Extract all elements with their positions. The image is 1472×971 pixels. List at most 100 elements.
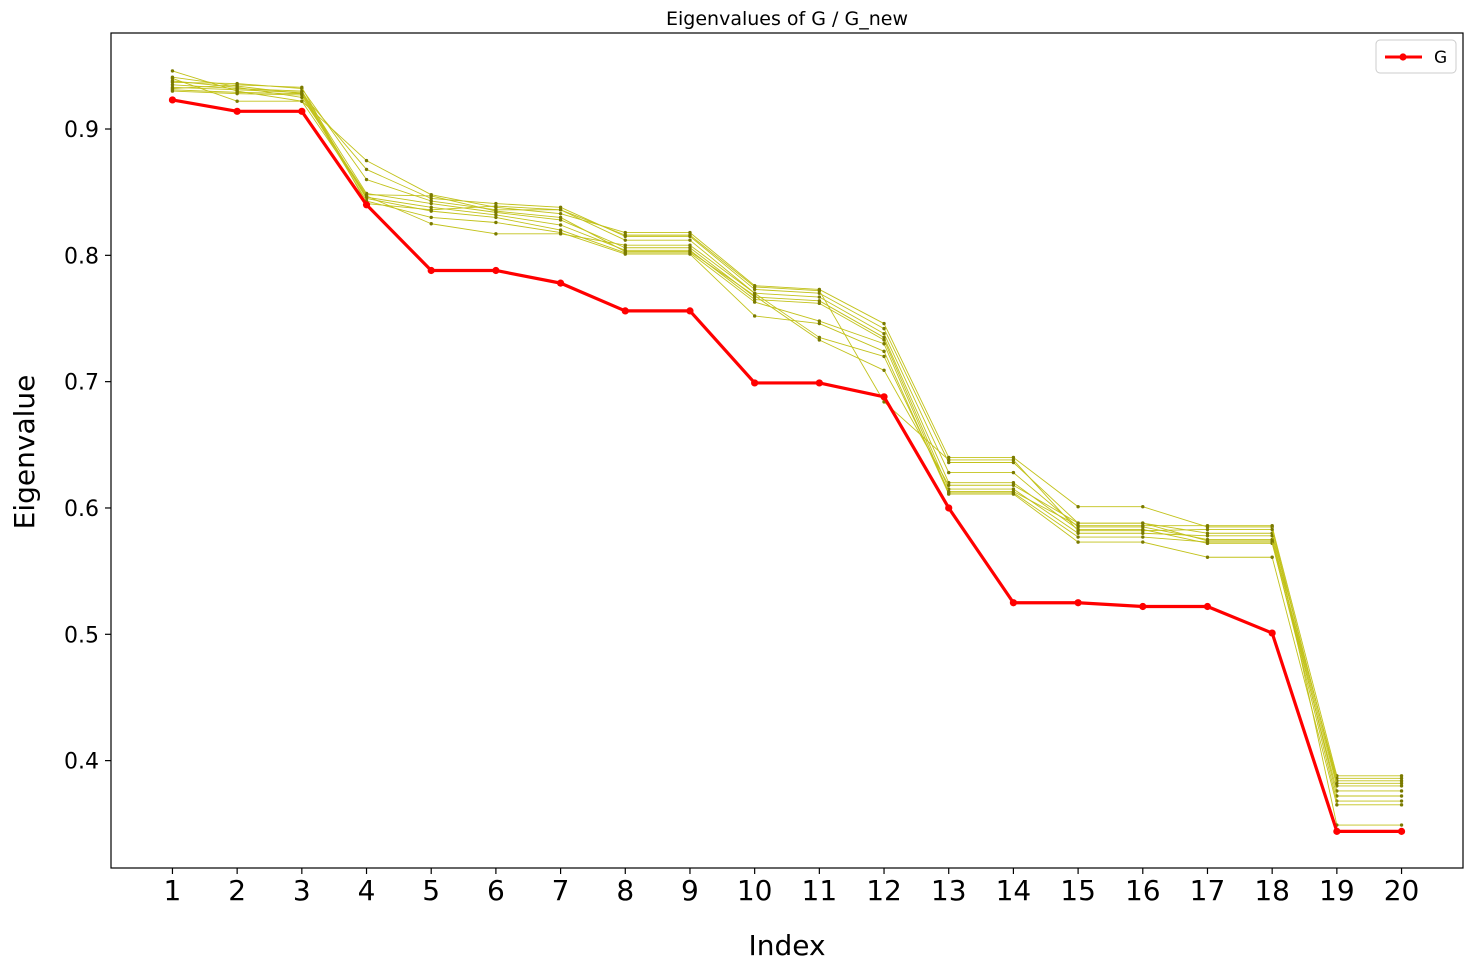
g-new-point bbox=[1205, 534, 1210, 538]
g-new-point bbox=[1011, 492, 1016, 496]
x-tick-label: 2 bbox=[228, 874, 246, 907]
g-new-point bbox=[1399, 774, 1404, 778]
g-new-point bbox=[623, 243, 627, 247]
x-tick-label: 6 bbox=[487, 874, 505, 907]
g-new-point bbox=[1141, 531, 1145, 535]
x-tick-label: 15 bbox=[1060, 874, 1096, 907]
x-tick-label: 17 bbox=[1190, 874, 1226, 907]
g-new-point bbox=[817, 321, 822, 326]
x-tick-label: 14 bbox=[996, 874, 1032, 907]
g-new-point bbox=[1141, 540, 1145, 544]
y-tick-label: 0.5 bbox=[64, 623, 99, 648]
g-new-point bbox=[947, 489, 951, 494]
g-point bbox=[168, 96, 177, 104]
g-new-point bbox=[558, 208, 563, 212]
g-new-point bbox=[623, 230, 627, 235]
g-new-point bbox=[364, 192, 369, 197]
g-new-point bbox=[688, 230, 692, 235]
g-new-point bbox=[429, 208, 433, 212]
g-new-point bbox=[947, 460, 951, 465]
g-new-point bbox=[429, 201, 433, 206]
g-point bbox=[1397, 827, 1406, 835]
g-new-point bbox=[817, 295, 822, 299]
g-new-point bbox=[1399, 803, 1404, 807]
x-tick-label: 10 bbox=[737, 874, 773, 907]
x-tick-label: 8 bbox=[616, 874, 634, 907]
g-new-point bbox=[494, 213, 498, 217]
g-point bbox=[556, 279, 565, 287]
series-layer bbox=[168, 69, 1406, 835]
legend: G bbox=[1375, 39, 1457, 74]
g-new-point bbox=[1399, 781, 1404, 786]
g-new-point bbox=[1076, 529, 1080, 533]
g-new-point bbox=[364, 177, 369, 182]
g-new-point bbox=[1141, 505, 1145, 509]
g-new-point bbox=[947, 458, 951, 462]
g-new-point bbox=[1011, 487, 1016, 491]
g-point bbox=[1139, 602, 1147, 611]
g-point bbox=[492, 266, 500, 275]
y-axis-label: Eigenvalue bbox=[8, 375, 41, 530]
g-new-point bbox=[170, 83, 175, 87]
g-new-point bbox=[817, 335, 822, 340]
g-new-point bbox=[429, 215, 433, 220]
g-point bbox=[1268, 629, 1276, 637]
g-new-point bbox=[752, 291, 757, 295]
g-new-point bbox=[300, 99, 304, 103]
g-new-point bbox=[494, 232, 498, 236]
g-new-point bbox=[558, 218, 563, 222]
g-new-point bbox=[170, 86, 175, 91]
g-new-point bbox=[752, 287, 757, 292]
g-new-point bbox=[688, 233, 692, 237]
g-new-point bbox=[688, 238, 692, 242]
g-new-point bbox=[170, 89, 175, 93]
g-new-point bbox=[1335, 803, 1339, 807]
g-new-point bbox=[817, 289, 822, 293]
g-new-point bbox=[170, 79, 175, 83]
g-new-point bbox=[1399, 784, 1404, 788]
g-new-point bbox=[882, 349, 886, 354]
g-new-point bbox=[429, 199, 433, 203]
g-new-point bbox=[558, 215, 563, 220]
g-point bbox=[1333, 827, 1341, 835]
chart-title: Eigenvalues of G / G_new bbox=[666, 8, 908, 30]
g-new-point bbox=[170, 69, 175, 73]
g-new-point bbox=[882, 326, 886, 331]
g-new-point bbox=[623, 233, 627, 237]
g-new-point bbox=[1076, 523, 1080, 528]
g-new-point bbox=[1270, 555, 1274, 559]
g-new-point bbox=[235, 99, 239, 103]
x-tick-label: 7 bbox=[552, 874, 570, 907]
g-new-point bbox=[1011, 483, 1016, 487]
g-point bbox=[945, 504, 953, 512]
g-new-point bbox=[1011, 489, 1016, 494]
series-g-new-sample bbox=[170, 83, 1404, 786]
g-new-point bbox=[623, 246, 627, 250]
g-new-point bbox=[1270, 527, 1274, 532]
g-point bbox=[751, 379, 759, 387]
x-tick-label: 12 bbox=[866, 874, 902, 907]
x-tick-label: 19 bbox=[1319, 874, 1355, 907]
x-axis-label: Index bbox=[748, 929, 825, 962]
series-g-new-line bbox=[172, 76, 1402, 782]
g-new-point bbox=[882, 368, 886, 372]
legend-marker-g bbox=[1399, 53, 1407, 61]
g-new-point bbox=[429, 205, 433, 210]
g-new-point bbox=[1270, 539, 1274, 543]
g-new-point bbox=[817, 299, 822, 303]
g-new-point bbox=[1205, 527, 1210, 532]
g-new-point bbox=[1011, 460, 1016, 465]
series-g-new-line bbox=[172, 86, 1402, 797]
g-new-point bbox=[1205, 539, 1210, 543]
g-new-point bbox=[235, 91, 239, 96]
g-new-point bbox=[623, 252, 627, 256]
g-new-point bbox=[429, 196, 433, 201]
g-new-point bbox=[235, 85, 239, 90]
g-new-point bbox=[558, 228, 563, 232]
g-new-point bbox=[1205, 555, 1210, 559]
x-tick-label: 3 bbox=[293, 874, 311, 907]
g-new-point bbox=[1141, 535, 1145, 539]
g-new-point bbox=[817, 301, 822, 306]
series-g bbox=[168, 96, 1406, 835]
g-new-point bbox=[947, 492, 951, 496]
